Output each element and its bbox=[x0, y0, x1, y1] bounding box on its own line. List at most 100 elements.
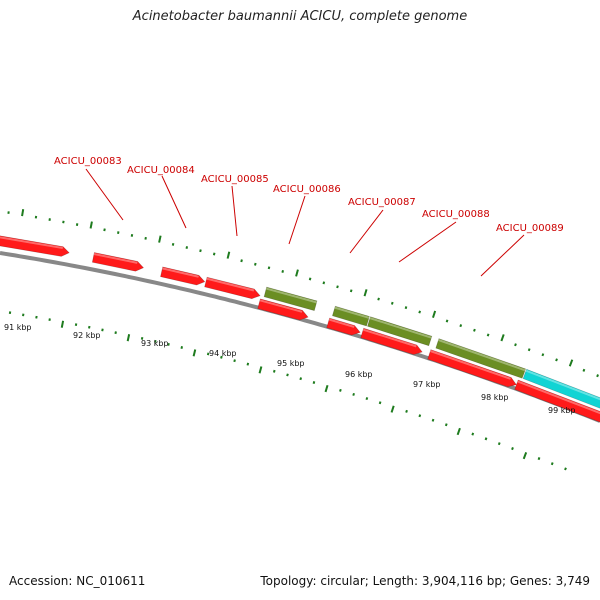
inner-tick bbox=[180, 346, 184, 349]
inner-tick bbox=[324, 384, 329, 393]
inner-tick bbox=[206, 352, 210, 356]
outer-tick bbox=[377, 297, 380, 301]
outer-tick bbox=[349, 289, 353, 293]
gene-label: ACICU_00087 bbox=[348, 197, 416, 208]
outer-tick bbox=[295, 269, 299, 277]
scale-label: 98 kbp bbox=[481, 393, 509, 402]
outer-tick bbox=[582, 368, 586, 372]
outer-tick bbox=[130, 234, 134, 237]
gene-feature bbox=[332, 305, 370, 327]
gene-feature bbox=[514, 379, 600, 423]
outer-tick bbox=[473, 328, 476, 332]
outer-tick bbox=[171, 242, 175, 246]
inner-tick bbox=[101, 328, 104, 332]
inner-tick bbox=[484, 437, 488, 441]
outer-tick bbox=[226, 251, 231, 259]
gene-labels: ACICU_00083 ACICU_00084 ACICU_00085 ACICU_0… bbox=[54, 156, 564, 234]
gene-highlight bbox=[517, 380, 600, 415]
inner-tick bbox=[456, 427, 461, 436]
gene-highlight bbox=[438, 339, 526, 372]
outer-tick bbox=[336, 285, 339, 289]
inner-tick bbox=[126, 334, 131, 342]
outer-tick bbox=[267, 266, 271, 270]
outer-tick bbox=[322, 281, 326, 285]
label-leader-line bbox=[398, 221, 457, 263]
gene-highlight bbox=[430, 350, 511, 380]
scale-label: 96 kbp bbox=[345, 370, 373, 379]
inner-tick bbox=[522, 452, 528, 460]
outer-tick bbox=[445, 319, 449, 323]
outer-tick bbox=[21, 209, 25, 217]
inner-tick bbox=[246, 362, 250, 366]
label-leader-line bbox=[480, 234, 525, 277]
inner-tick bbox=[352, 392, 355, 396]
gene-feature bbox=[326, 317, 361, 336]
outer-tick bbox=[404, 306, 408, 310]
inner-tick bbox=[312, 381, 316, 385]
outer-tick bbox=[363, 289, 368, 297]
inner-tick bbox=[511, 447, 514, 451]
label-leader-line bbox=[231, 185, 238, 237]
gene-highlight bbox=[369, 317, 432, 339]
gene-highlight bbox=[0, 236, 63, 250]
inner-tick bbox=[444, 423, 448, 427]
inner-tick bbox=[497, 442, 501, 446]
outer-tick bbox=[390, 301, 394, 305]
gene-label: ACICU_00085 bbox=[201, 174, 269, 185]
outer-tick bbox=[486, 333, 490, 337]
label-leader-line bbox=[85, 168, 124, 221]
inner-tick bbox=[365, 397, 369, 401]
gene-feature bbox=[0, 235, 70, 257]
gene-features bbox=[0, 235, 600, 423]
inner-tick bbox=[140, 336, 144, 340]
outer-tick bbox=[432, 310, 437, 318]
outer-tick bbox=[185, 246, 189, 249]
inner-tick bbox=[405, 409, 408, 413]
inner-tick bbox=[378, 401, 382, 405]
outer-tick bbox=[568, 359, 574, 367]
outer-tick bbox=[555, 358, 558, 362]
inner-tick bbox=[154, 339, 157, 343]
outer-tick-ring bbox=[7, 209, 599, 378]
scale-label: 94 kbp bbox=[209, 349, 237, 358]
label-leader-line bbox=[161, 175, 187, 229]
outer-tick bbox=[500, 334, 505, 342]
inner-tick bbox=[339, 388, 342, 392]
label-leader-line bbox=[349, 209, 384, 254]
inner-tick bbox=[537, 457, 541, 461]
inner-tick-ring bbox=[8, 311, 567, 471]
inner-tick bbox=[390, 405, 395, 413]
scale-label: 91 kbp bbox=[4, 323, 32, 332]
label-leader-line bbox=[288, 195, 306, 245]
gene-highlight bbox=[162, 267, 199, 278]
gene-feature bbox=[263, 286, 318, 311]
accession-text: Accession: NC_010611 bbox=[9, 574, 146, 588]
scale-label: 93 kbp bbox=[141, 339, 169, 348]
outer-tick bbox=[596, 374, 599, 378]
gene-label: ACICU_00089 bbox=[496, 223, 564, 234]
gene-feature bbox=[204, 276, 261, 300]
inner-tick bbox=[192, 349, 197, 357]
outer-tick bbox=[212, 252, 216, 256]
gene-feature bbox=[435, 338, 526, 379]
outer-tick bbox=[459, 324, 463, 328]
outer-tick bbox=[308, 277, 312, 281]
outer-tick bbox=[281, 270, 284, 273]
scale-labels: 91 kbp 92 kbp 93 kbp 94 kbp 95 kbp 96 kbp 97 k… bbox=[4, 323, 576, 415]
inner-tick bbox=[272, 369, 276, 373]
gene-highlight bbox=[334, 306, 370, 319]
outer-tick bbox=[254, 262, 257, 266]
gene-feature bbox=[360, 327, 423, 355]
gene-label: ACICU_00088 bbox=[422, 209, 490, 220]
scale-label: 97 kbp bbox=[413, 380, 441, 389]
scale-label: 95 kbp bbox=[277, 359, 305, 368]
inner-tick bbox=[286, 373, 289, 377]
gene-highlight bbox=[206, 277, 255, 292]
map-title: Acinetobacter baumannii ACICU, complete … bbox=[132, 9, 468, 24]
outer-tick bbox=[240, 259, 243, 263]
gene-highlight bbox=[525, 369, 600, 401]
gene-highlight bbox=[265, 287, 317, 304]
gene-label: ACICU_00083 bbox=[54, 156, 122, 167]
gene-feature bbox=[367, 316, 433, 347]
